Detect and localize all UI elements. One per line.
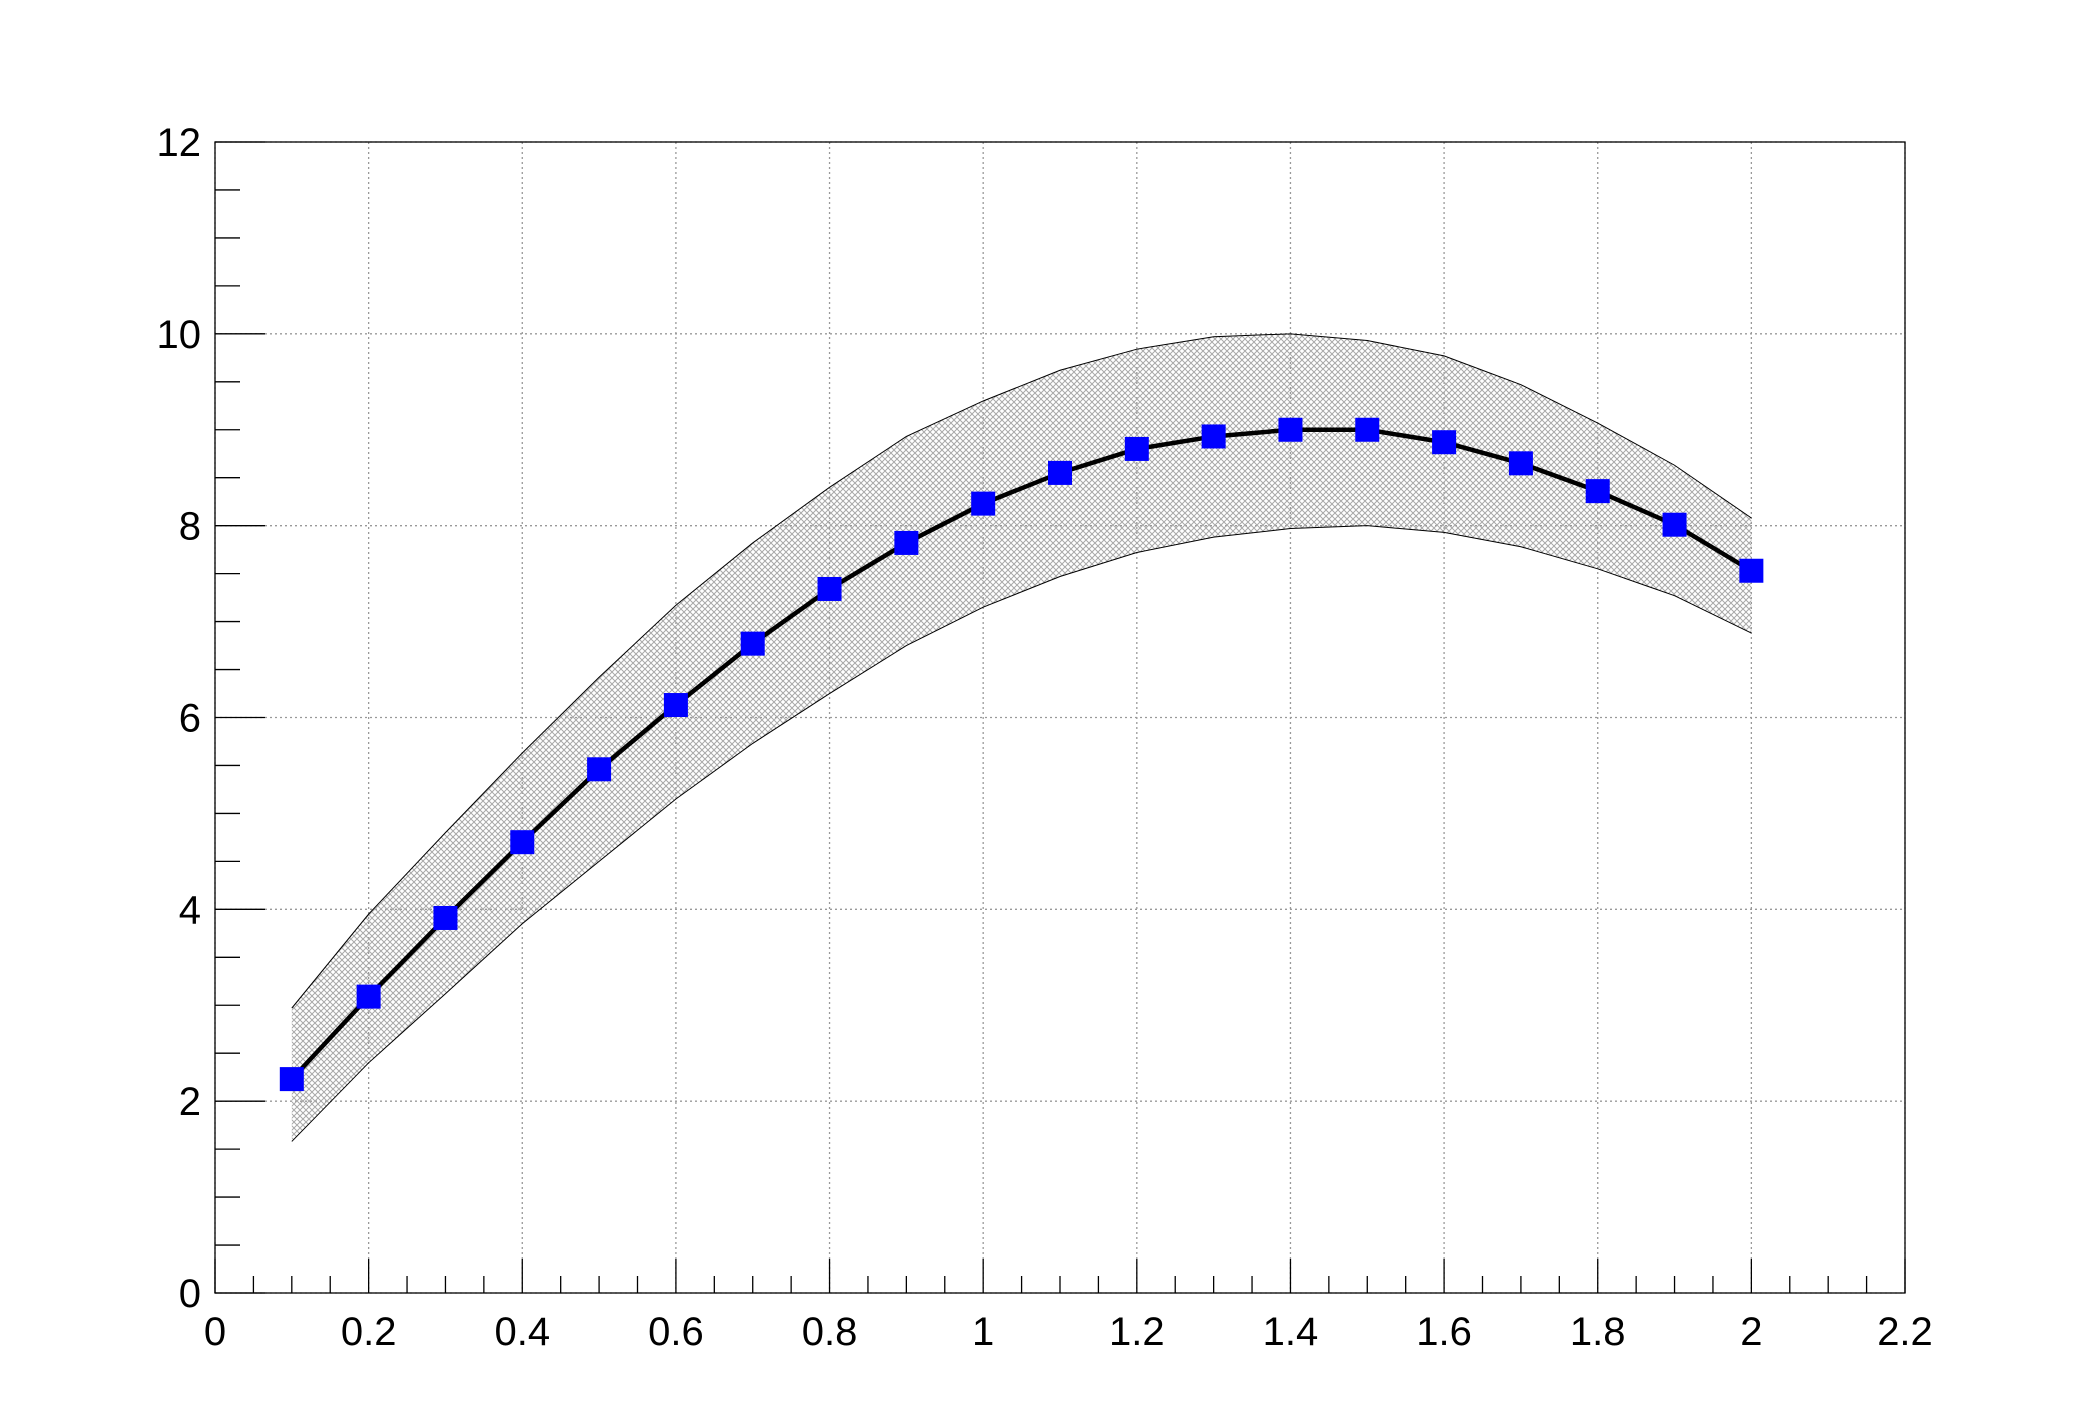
x-tick-label: 1.8 xyxy=(1570,1310,1626,1354)
band-edge xyxy=(291,333,1752,1009)
marker xyxy=(1355,417,1380,442)
marker xyxy=(1739,558,1764,583)
marker xyxy=(1662,512,1687,537)
line xyxy=(290,427,1753,1081)
marker xyxy=(894,530,919,555)
marker xyxy=(587,757,612,782)
marker xyxy=(1201,424,1226,449)
x-tick-label: 1 xyxy=(972,1310,994,1354)
y-tick-label: 2 xyxy=(179,1080,201,1124)
x-tick-label: 0.6 xyxy=(648,1310,704,1354)
x-tick-label: 0.2 xyxy=(341,1310,397,1354)
marker xyxy=(1508,451,1533,476)
marker xyxy=(663,693,688,718)
marker xyxy=(279,1067,304,1092)
marker xyxy=(510,830,535,855)
marker xyxy=(356,984,381,1009)
y-tick-label: 0 xyxy=(179,1272,201,1316)
x-tick-label: 0.8 xyxy=(802,1310,858,1354)
marker xyxy=(1585,479,1610,504)
y-tick-label: 8 xyxy=(179,505,201,549)
x-tick-label: 1.6 xyxy=(1416,1310,1472,1354)
x-tick-label: 2 xyxy=(1740,1310,1762,1354)
y-tick-label: 4 xyxy=(179,888,201,932)
x-tick-label: 0.4 xyxy=(494,1310,550,1354)
band-fill xyxy=(291,333,1752,1142)
y-tick-label: 12 xyxy=(157,121,202,165)
marker xyxy=(1124,436,1149,461)
x-tick-label: 0 xyxy=(204,1310,226,1354)
marker xyxy=(433,905,458,930)
marker xyxy=(1048,460,1072,485)
x-tick-label: 1.4 xyxy=(1263,1310,1319,1354)
marker xyxy=(740,631,765,656)
marker xyxy=(1432,430,1457,455)
band-edge xyxy=(291,525,1752,1142)
marker xyxy=(1278,417,1303,442)
y-tick-label: 10 xyxy=(157,313,202,357)
marker xyxy=(817,576,842,601)
x-tick-label: 1.2 xyxy=(1109,1310,1165,1354)
marker xyxy=(971,491,996,516)
x-tick-label: 2.2 xyxy=(1877,1310,1933,1354)
y-tick-label: 6 xyxy=(179,697,201,741)
